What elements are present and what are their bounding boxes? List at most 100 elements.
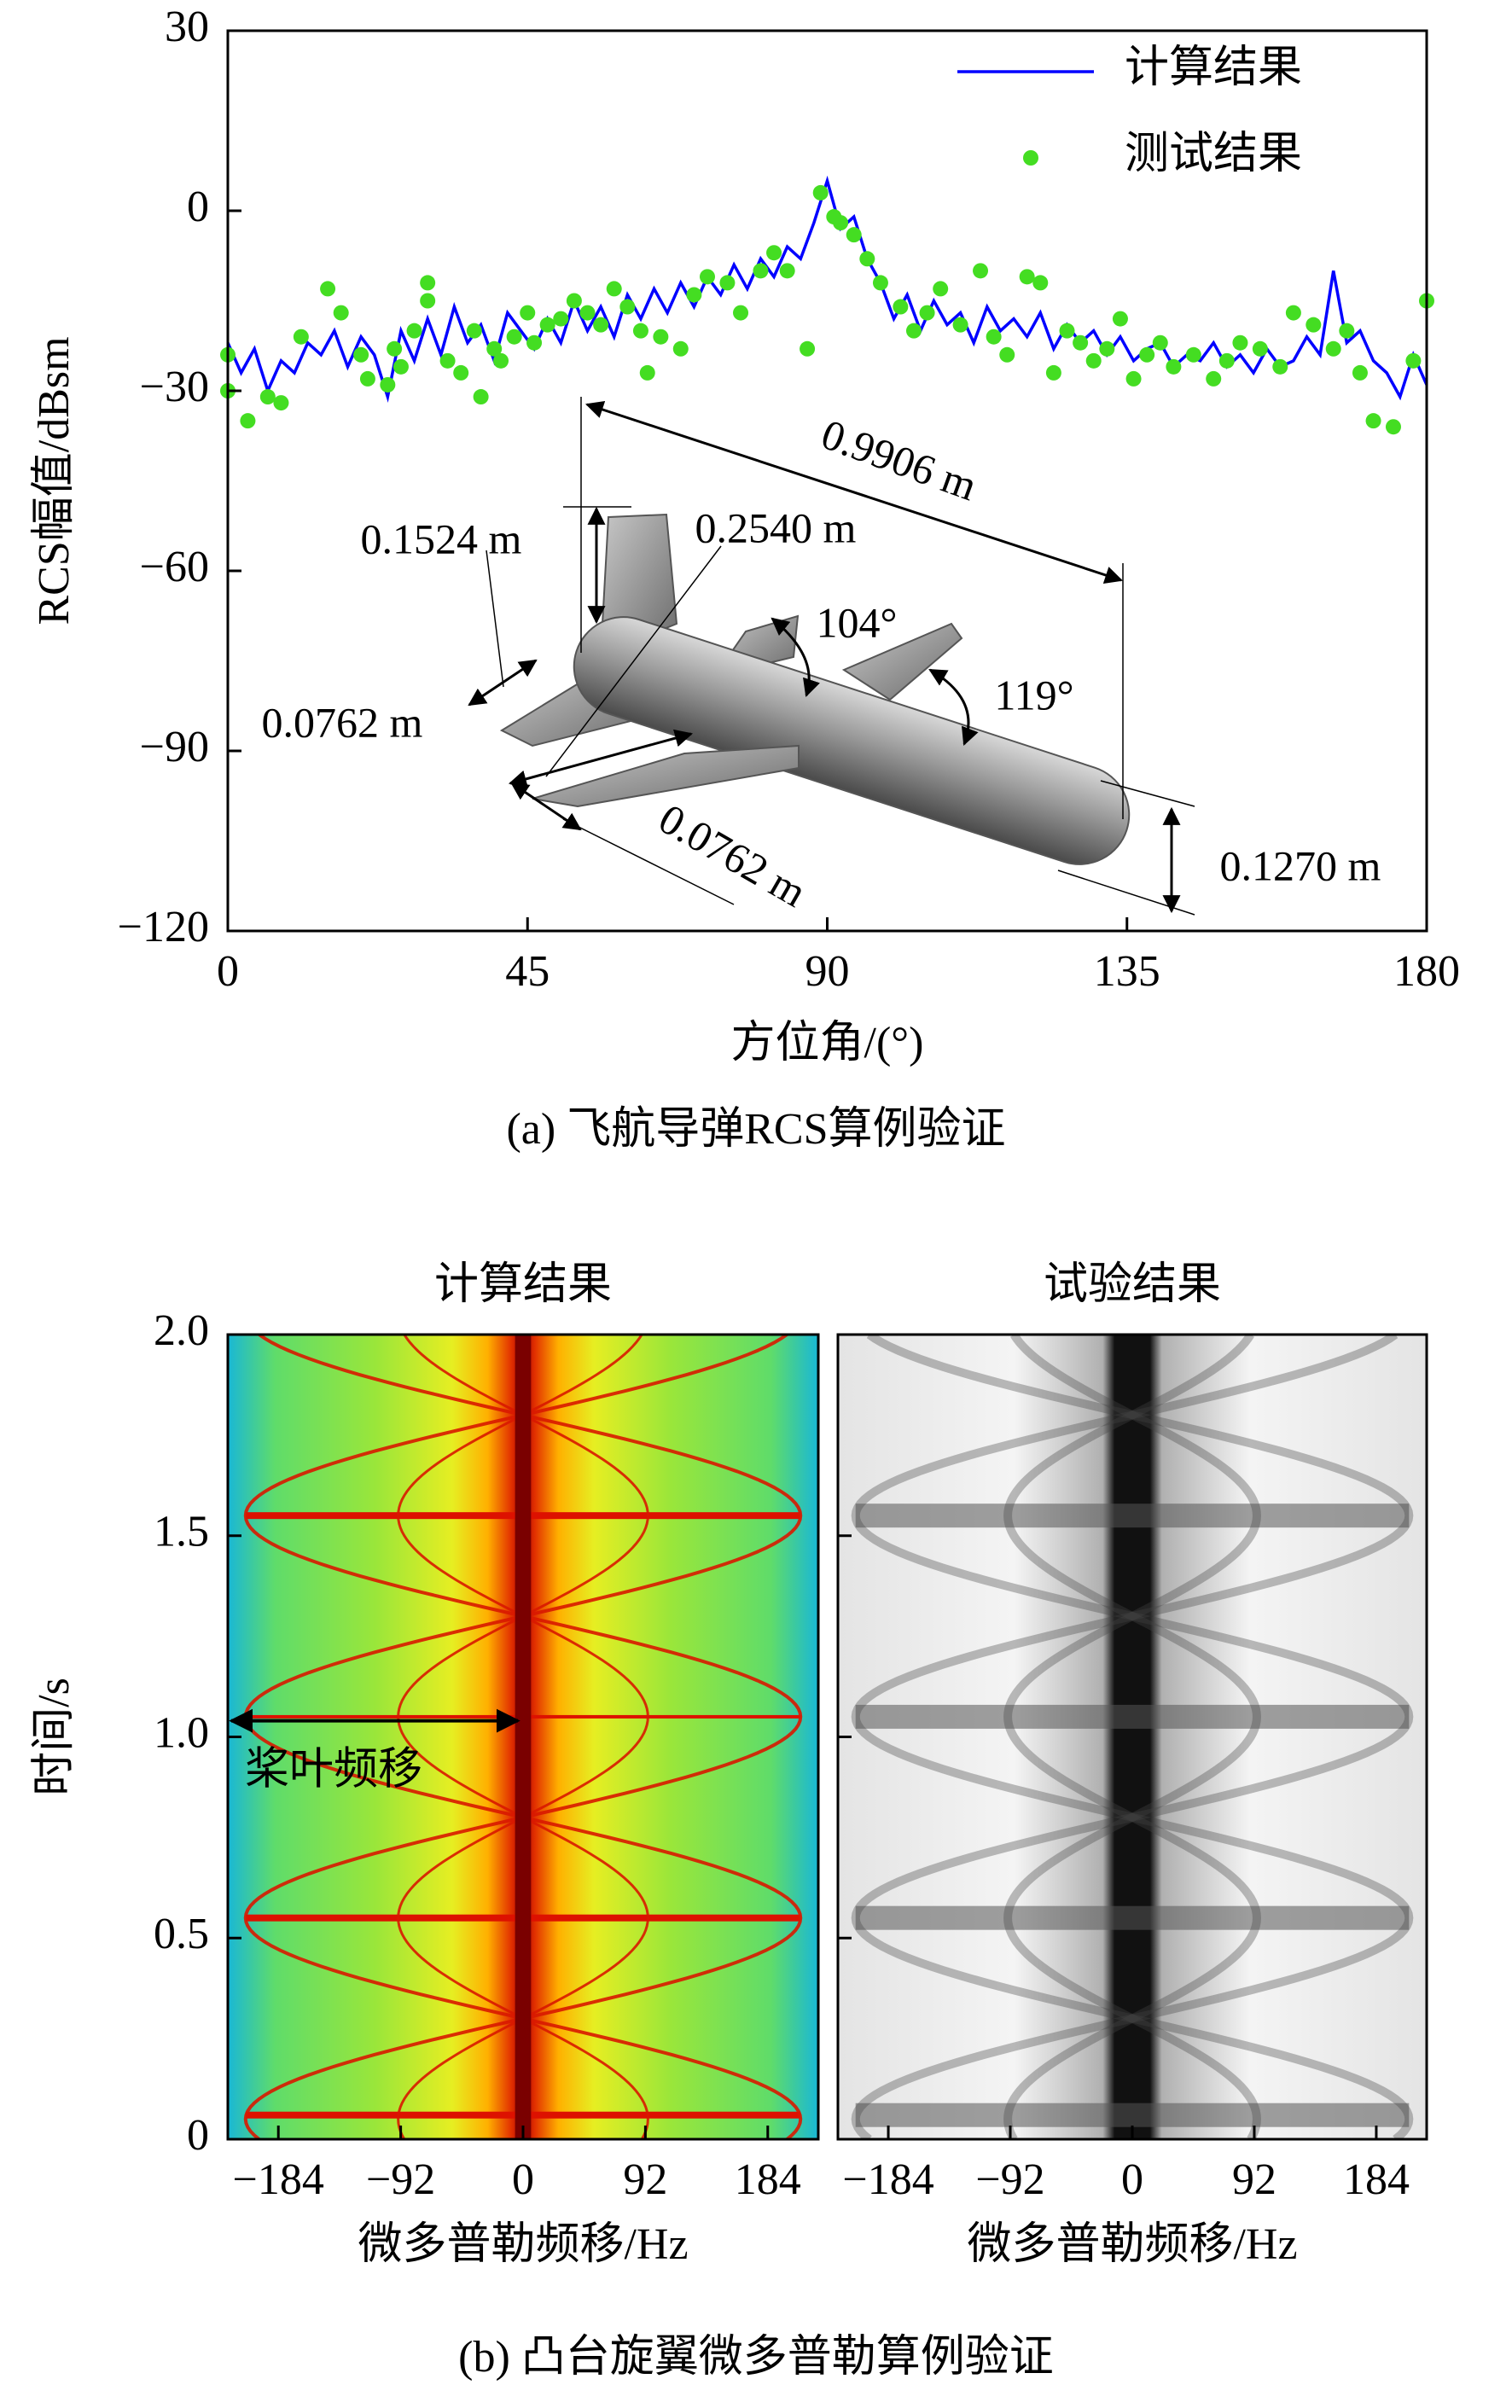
scatter-point bbox=[439, 352, 456, 369]
x-tick-label: −184 bbox=[233, 2155, 324, 2204]
scatter-point bbox=[1385, 419, 1401, 435]
scatter-point bbox=[473, 389, 489, 405]
y-axis-label: RCS幅值/dBsm bbox=[30, 336, 79, 625]
scatter-point bbox=[1232, 334, 1248, 351]
x-tick-label: 180 bbox=[1393, 947, 1460, 996]
x-tick-label: −184 bbox=[842, 2155, 933, 2204]
dimension-label: 119° bbox=[994, 671, 1073, 718]
y-tick-label: 0 bbox=[187, 183, 209, 231]
dimension-label: 0.2540 m bbox=[695, 503, 857, 551]
scatter-point bbox=[1405, 352, 1422, 369]
scatter-point bbox=[259, 389, 276, 405]
scatter-point bbox=[986, 329, 1002, 345]
scatter-point bbox=[493, 352, 509, 369]
scatter-point bbox=[766, 245, 782, 261]
blade-trace bbox=[851, 1335, 1414, 2139]
x-axis-label: 微多普勒频移/Hz bbox=[358, 2220, 688, 2269]
scatter-point bbox=[606, 281, 622, 297]
y-tick-label: −30 bbox=[140, 363, 209, 411]
y-tick-label: −60 bbox=[140, 543, 209, 591]
scatter-point bbox=[779, 263, 795, 279]
spectrogram bbox=[838, 1335, 1427, 2139]
legend-label: 计算结果 bbox=[1125, 44, 1302, 92]
scatter-point bbox=[1285, 305, 1301, 321]
scatter-point bbox=[1206, 370, 1222, 387]
annotation: 桨叶频移 bbox=[245, 1746, 422, 1794]
x-tick-label: 0 bbox=[217, 947, 239, 996]
scatter-point bbox=[420, 293, 436, 309]
caption: (b) 凸台旋翼微多普勒算例验证 bbox=[458, 2333, 1054, 2382]
x-tick-label: 184 bbox=[1343, 2155, 1410, 2204]
y-axis-label: 时间/s bbox=[30, 1678, 79, 1796]
scatter-point bbox=[846, 227, 862, 243]
scatter-point bbox=[273, 395, 289, 411]
scatter-point bbox=[1073, 334, 1089, 351]
dimension-label: 0.0762 m bbox=[651, 794, 815, 916]
dimension-label: 0.1524 m bbox=[361, 515, 522, 562]
scatter-point bbox=[1152, 334, 1168, 351]
scatter-point bbox=[393, 358, 409, 375]
y-tick-label: 30 bbox=[165, 3, 209, 51]
scatter-point bbox=[553, 311, 569, 327]
x-tick-label: 0 bbox=[1121, 2155, 1143, 2204]
scatter-point bbox=[619, 299, 636, 315]
y-tick-label: −120 bbox=[118, 903, 209, 951]
x-axis-label: 微多普勒频移/Hz bbox=[967, 2220, 1297, 2269]
plot-frame bbox=[226, 1333, 820, 2141]
scatter-point bbox=[333, 305, 349, 321]
scatter-point bbox=[999, 346, 1015, 363]
dimension-label: 104° bbox=[817, 598, 898, 646]
scatter-point bbox=[1325, 340, 1341, 357]
x-tick-label: 135 bbox=[1094, 947, 1160, 996]
scatter-point bbox=[1139, 346, 1155, 363]
y-tick-label: 0.5 bbox=[154, 1910, 209, 1958]
scatter-point bbox=[387, 340, 403, 357]
y-tick-label: 0 bbox=[187, 2111, 209, 2160]
chart-title: 计算结果 bbox=[434, 1260, 612, 1309]
scatter-point bbox=[933, 281, 949, 297]
blade-flash bbox=[855, 1704, 1410, 1729]
x-tick-label: 0 bbox=[512, 2155, 534, 2204]
blade-flash bbox=[855, 1504, 1410, 1528]
scatter-point bbox=[420, 275, 436, 291]
scatter-point bbox=[1059, 323, 1075, 339]
x-tick-label: 45 bbox=[505, 947, 550, 996]
blade-trace bbox=[397, 1335, 649, 2139]
scatter-point bbox=[872, 275, 888, 291]
plot-frame bbox=[836, 1333, 1428, 2141]
scatter-point bbox=[1352, 364, 1368, 381]
scatter-point bbox=[406, 323, 422, 339]
caption: (a) 飞航导弹RCS算例验证 bbox=[506, 1105, 1005, 1154]
blade-trace bbox=[851, 1335, 1414, 2139]
scatter-point bbox=[859, 251, 875, 267]
scatter-point bbox=[905, 323, 922, 339]
legend-label: 测试结果 bbox=[1125, 130, 1302, 178]
x-tick-label: 184 bbox=[735, 2155, 801, 2204]
scatter-point bbox=[800, 340, 816, 357]
scatter-point bbox=[566, 293, 582, 309]
scatter-point bbox=[466, 323, 482, 339]
plot-frame bbox=[226, 29, 1428, 933]
scatter-point bbox=[952, 317, 968, 333]
scatter-point bbox=[539, 317, 555, 333]
blade-trace bbox=[243, 1335, 803, 2139]
y-tick-label: 1.5 bbox=[154, 1508, 209, 1556]
scatter-point bbox=[240, 413, 256, 429]
scatter-point bbox=[700, 269, 715, 285]
blade-trace bbox=[1003, 1335, 1261, 2139]
x-tick-label: 92 bbox=[1232, 2155, 1276, 2204]
x-tick-label: −92 bbox=[975, 2155, 1044, 2204]
scatter-point bbox=[293, 329, 309, 345]
scatter-point bbox=[919, 305, 935, 321]
x-tick-label: 92 bbox=[623, 2155, 667, 2204]
scatter-point bbox=[1099, 340, 1115, 357]
scatter-point bbox=[1365, 413, 1381, 429]
scatter-point bbox=[1032, 275, 1049, 291]
scatter-point bbox=[526, 334, 543, 351]
scatter-point bbox=[753, 263, 769, 279]
scatter-point bbox=[1252, 340, 1268, 357]
scatter-point bbox=[1306, 317, 1322, 333]
scatter-point bbox=[1272, 358, 1288, 375]
dimension-label: 0.1270 m bbox=[1220, 841, 1381, 889]
